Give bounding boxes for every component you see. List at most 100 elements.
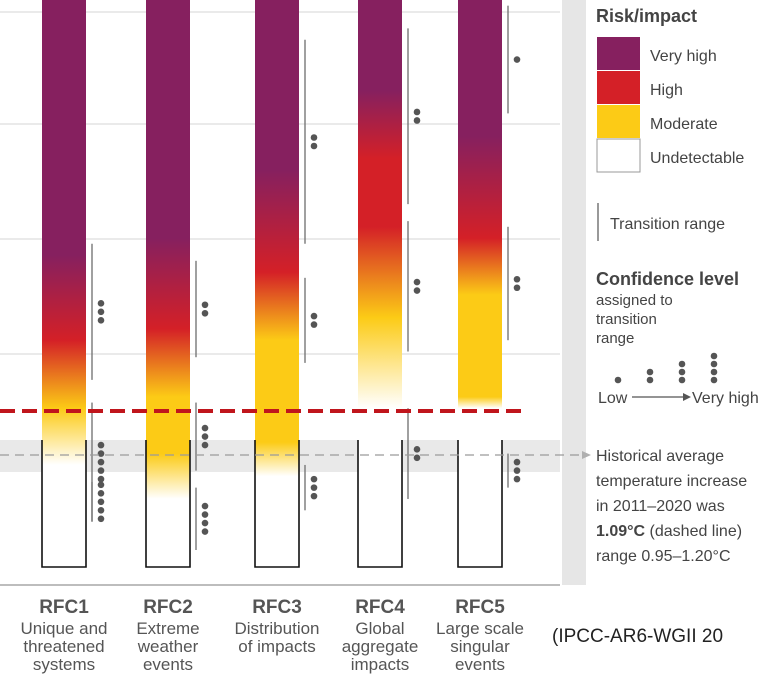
category-label: threatened [23,637,104,656]
confidence-dot [201,502,209,510]
category-code: RFC3 [252,597,302,618]
citation: (IPCC-AR6-WGII 20 [552,626,723,647]
confidence-dot [413,278,421,286]
confidence-dot [310,484,318,491]
confidence-dot [97,441,105,449]
legend-label: High [650,82,683,99]
confidence-legend-dot [710,352,718,360]
historical-value-bold: 1.09°C [596,523,646,540]
legend: Risk/impact Very high High Moderate Undetect… [582,6,759,565]
confidence-dot [513,475,521,483]
category-code: RFC4 [355,597,405,618]
legend-label: Moderate [650,116,718,133]
confidence-dot [97,489,105,497]
confidence-dot [97,308,105,316]
confidence-dot [513,275,521,283]
category-label: Extreme [136,619,199,638]
historical-note: Historical average [596,448,724,465]
historical-range: range 0.95–1.20°C [596,548,731,565]
category-label: events [143,655,193,674]
category-code: RFC1 [39,597,89,618]
confidence-arrow-head [683,393,691,401]
historical-value: 1.09°C (dashed line) [596,523,742,540]
legend-swatch [597,71,640,104]
confidence-dot [513,458,521,466]
bar-outline [457,440,503,568]
historical-value-suffix: (dashed line) [645,523,742,540]
confidence-dot [97,450,105,457]
confidence-dot [201,441,209,449]
confidence-dot [310,312,318,320]
confidence-legend-dot [710,368,718,376]
confidence-dot [97,498,105,506]
bar-rfc4 [358,0,402,567]
confidence-dot [413,446,421,453]
transition-ranges [91,5,521,550]
historical-note: in 2011–2020 was [596,498,725,515]
confidence-legend-dot [710,360,718,368]
category-code: RFC2 [143,597,193,618]
confidence-dot [413,454,421,462]
legend-title: Risk/impact [596,6,697,26]
confidence-dot [97,515,105,523]
category-label: Global [355,619,404,638]
confidence-dot [201,424,209,432]
confidence-dot [97,458,105,466]
legend-swatch [597,105,640,138]
bar-rfc5 [458,0,502,567]
category-label: Unique and [21,619,108,638]
category-label: systems [33,655,95,674]
confidence-dot [201,511,209,518]
bars [41,0,503,568]
confidence-dot [97,506,105,514]
category-label: weather [137,637,199,656]
confidence-dot [513,467,521,474]
category-label: aggregate [342,637,419,656]
bar-outline [357,440,403,568]
category-label: impacts [351,655,410,674]
confidence-subtitle: range [596,330,634,347]
confidence-dot [513,284,521,292]
legend-swatch [597,37,640,70]
confidence-dot [97,475,105,483]
confidence-dot [97,317,105,324]
confidence-title: Confidence level [596,269,739,289]
confidence-dot [310,134,318,141]
historical-note: temperature increase [596,473,747,490]
confidence-dot [201,528,209,535]
confidence-subtitle: transition [596,311,657,328]
legend-transition-label: Transition range [610,216,725,233]
bar-outline [145,440,191,568]
confidence-dot [201,301,209,309]
confidence-legend-dot [614,376,622,384]
confidence-dot [310,475,318,483]
confidence-legend-dot [646,368,654,376]
confidence-dot [310,142,318,150]
confidence-dot [97,300,105,307]
confidence-legend-dot [678,360,686,368]
legend-label: Very high [650,48,717,65]
confidence-subtitle: assigned to [596,292,673,309]
confidence-legend-dot [678,368,686,376]
confidence-dot [413,117,421,124]
confidence-legend-dot [678,376,686,384]
legend-swatch [596,138,641,173]
plot-shade [562,0,586,585]
legend-label: Undetectable [650,150,744,167]
category-label: Large scale [436,619,524,638]
confidence-dot [201,309,209,317]
confidence-dot [201,433,209,440]
confidence-dot [310,492,318,500]
bar-outline [254,440,300,568]
confidence-dot [201,519,209,527]
confidence-dot [413,108,421,116]
reference-lines [0,409,580,456]
confidence-dot [413,287,421,294]
confidence-low-label: Low [598,390,628,407]
historical-arrow [582,451,591,459]
category-label: of impacts [238,637,315,656]
confidence-dot [310,321,318,328]
